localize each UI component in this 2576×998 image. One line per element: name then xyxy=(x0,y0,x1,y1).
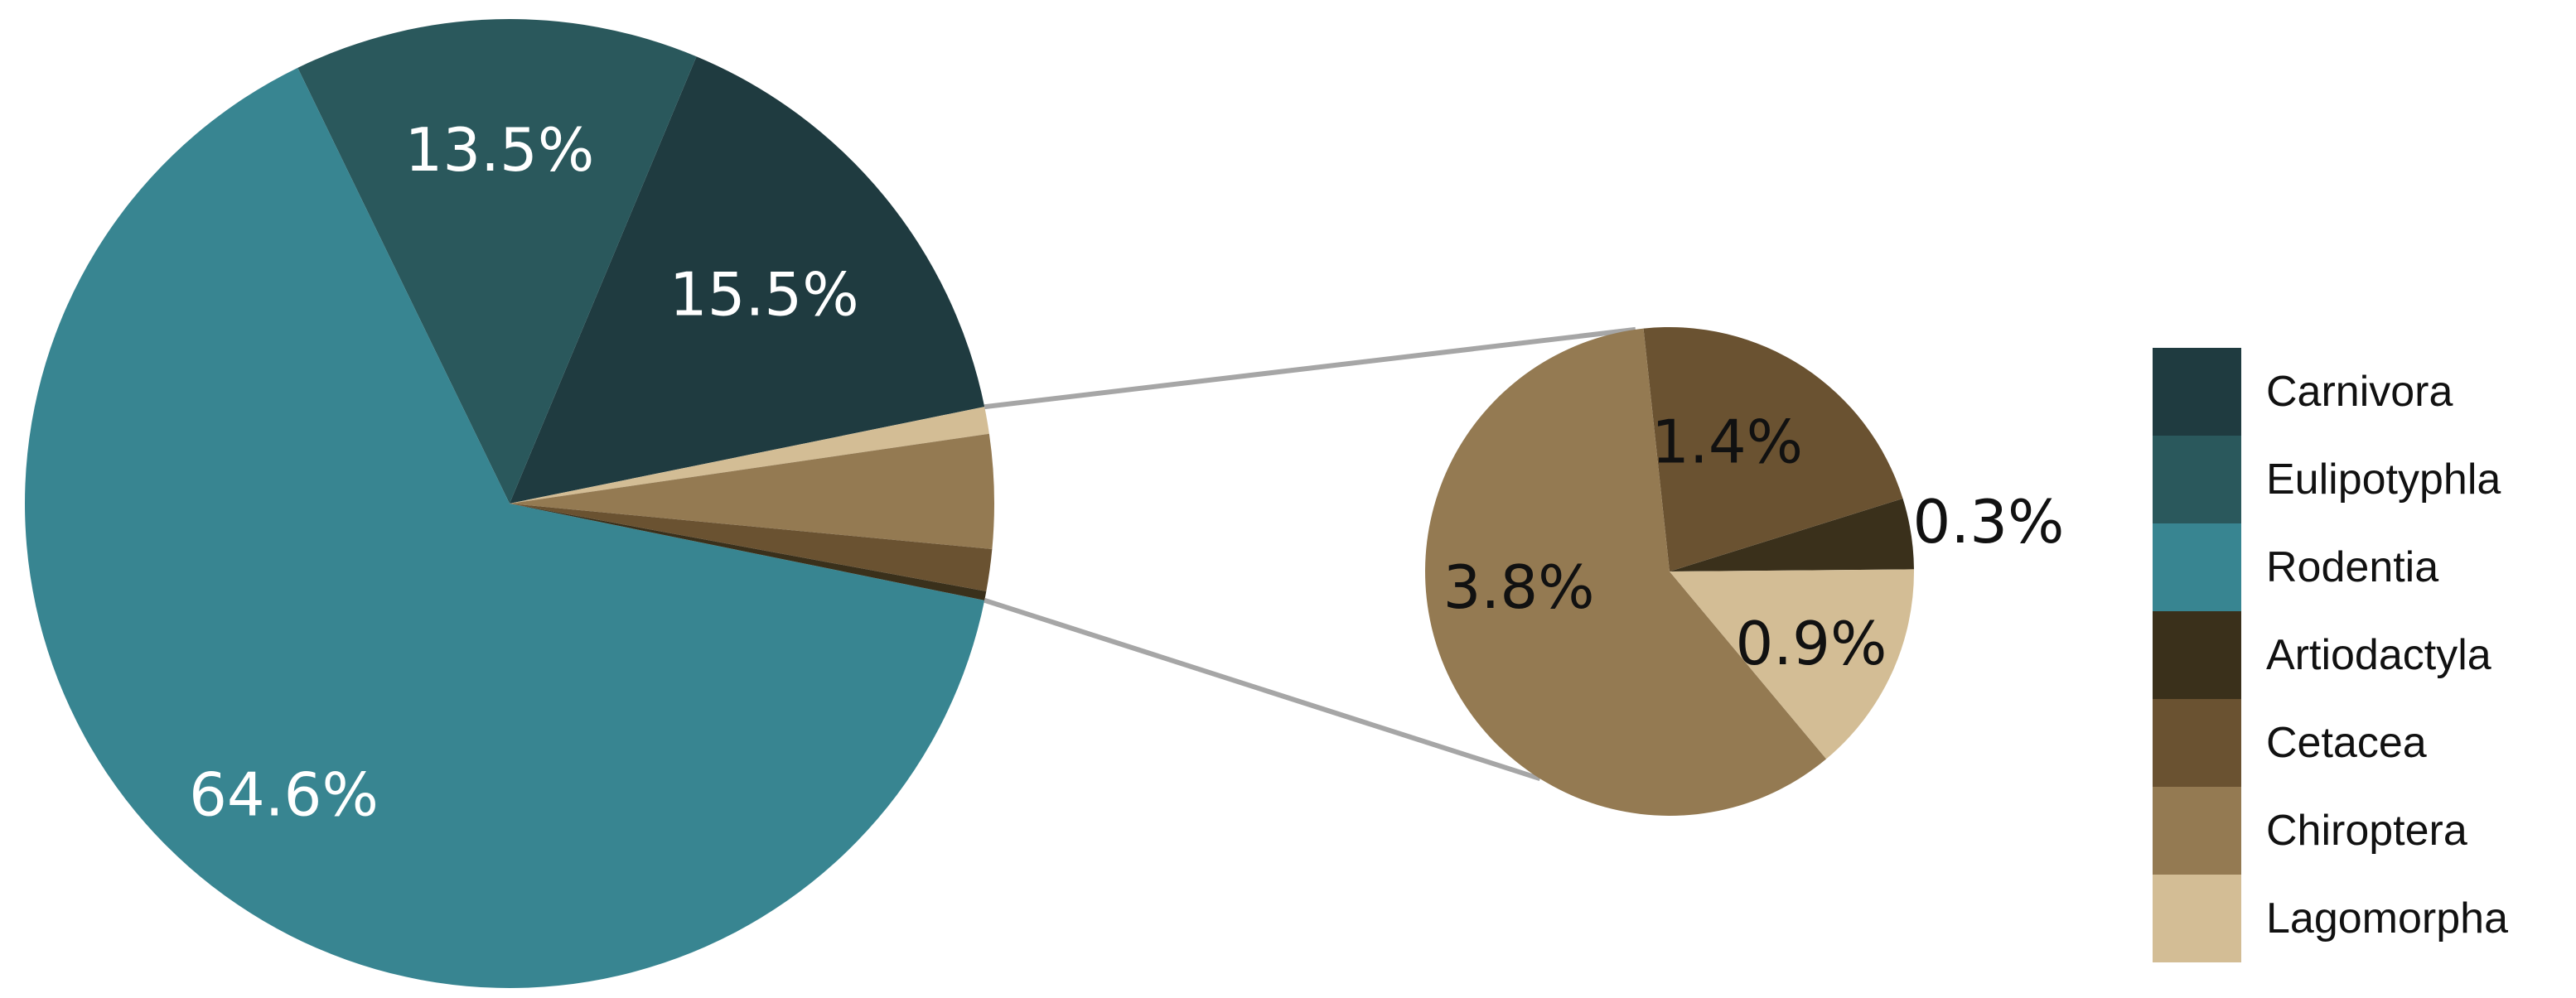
data-label-rodentia: 64.6% xyxy=(189,759,379,829)
main-pie-slice-artiodactyla xyxy=(510,504,987,600)
legend-label-eulipotyphla: Eulipotyphla xyxy=(2266,456,2501,504)
pie-connectors xyxy=(984,326,1636,782)
legend-label-rodentia: Rodentia xyxy=(2266,543,2438,591)
legend-label-chiroptera: Chiroptera xyxy=(2266,807,2467,855)
data-label-carnivora: 15.5% xyxy=(669,259,859,329)
legend-swatch-rodentia xyxy=(2153,523,2241,611)
secondary-pie-slice-chiroptera xyxy=(1425,328,1827,816)
main-pie: 15.5% 13.5% 64.6% xyxy=(25,19,994,989)
data-label-chiroptera: 3.8% xyxy=(1443,552,1595,622)
legend-label-lagomorpha: Lagomorpha xyxy=(2266,894,2508,943)
data-label-cetacea: 1.4% xyxy=(1651,407,1803,477)
main-pie-slice-rodentia xyxy=(25,67,985,989)
legend-swatch-lagomorpha xyxy=(2153,875,2241,962)
main-pie-slice-carnivora xyxy=(510,56,985,504)
main-pie-slice-eulipotyphla xyxy=(297,19,697,504)
data-label-lagomorpha: 0.9% xyxy=(1735,609,1887,678)
legend-swatch-cetacea xyxy=(2153,699,2241,787)
secondary-pie-slice-lagomorpha xyxy=(1670,569,1915,759)
legend-swatch-eulipotyphla xyxy=(2153,436,2241,523)
main-pie-slice-cetacea xyxy=(510,504,993,592)
legend: Carnivora Eulipotyphla Rodentia Artiodactyl… xyxy=(2153,348,2508,962)
data-label-eulipotyphla: 13.5% xyxy=(405,115,595,185)
secondary-pie-slice-cetacea xyxy=(1643,326,1903,571)
connector-line-top xyxy=(984,326,1636,410)
secondary-pie: 3.8% 1.4% 0.3% 0.9% xyxy=(1425,326,2065,816)
legend-swatch-carnivora xyxy=(2153,348,2241,436)
connector-line-bottom xyxy=(984,597,1541,782)
main-pie-slice-chiroptera xyxy=(510,433,994,550)
legend-label-cetacea: Cetacea xyxy=(2266,719,2427,767)
legend-label-carnivora: Carnivora xyxy=(2266,368,2453,416)
main-pie-slice-lagomorpha xyxy=(510,407,989,504)
data-label-artiodactyla: 0.3% xyxy=(1913,487,2065,557)
secondary-pie-slice-artiodactyla xyxy=(1670,498,1914,571)
legend-label-artiodactyla: Artiodactyla xyxy=(2266,631,2491,679)
legend-swatch-chiroptera xyxy=(2153,787,2241,875)
legend-swatch-artiodactyla xyxy=(2153,611,2241,699)
